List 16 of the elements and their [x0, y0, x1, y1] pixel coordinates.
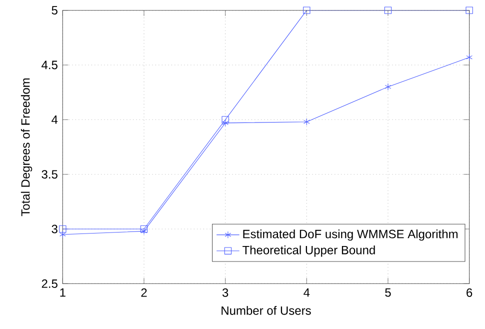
y-tick-label: 3 [52, 224, 58, 234]
y-tick-label: 4 [52, 116, 58, 124]
x-tick-label: 3 [222, 288, 228, 297]
x-tick-label: 2 [141, 288, 147, 297]
x-tick-label: 1 [60, 288, 66, 297]
x-tick-label: 4 [304, 288, 310, 297]
x-tick-label: 6 [466, 288, 472, 297]
x-axis-title: Number of Users [222, 306, 311, 315]
legend-label: Theoretical Upper Bound [242, 246, 375, 257]
y-tick-label: 3.5 [42, 170, 58, 179]
y-tick-label: 2.5 [42, 279, 58, 288]
legend-label: Estimated DoF using WMMSE Algorithm [243, 229, 458, 241]
y-axis-title: Total Degrees of Freedom [20, 78, 32, 216]
y-tick-label: 5 [52, 6, 58, 15]
y-tick-label: 4.5 [42, 60, 58, 70]
x-tick-label: 5 [385, 288, 391, 297]
